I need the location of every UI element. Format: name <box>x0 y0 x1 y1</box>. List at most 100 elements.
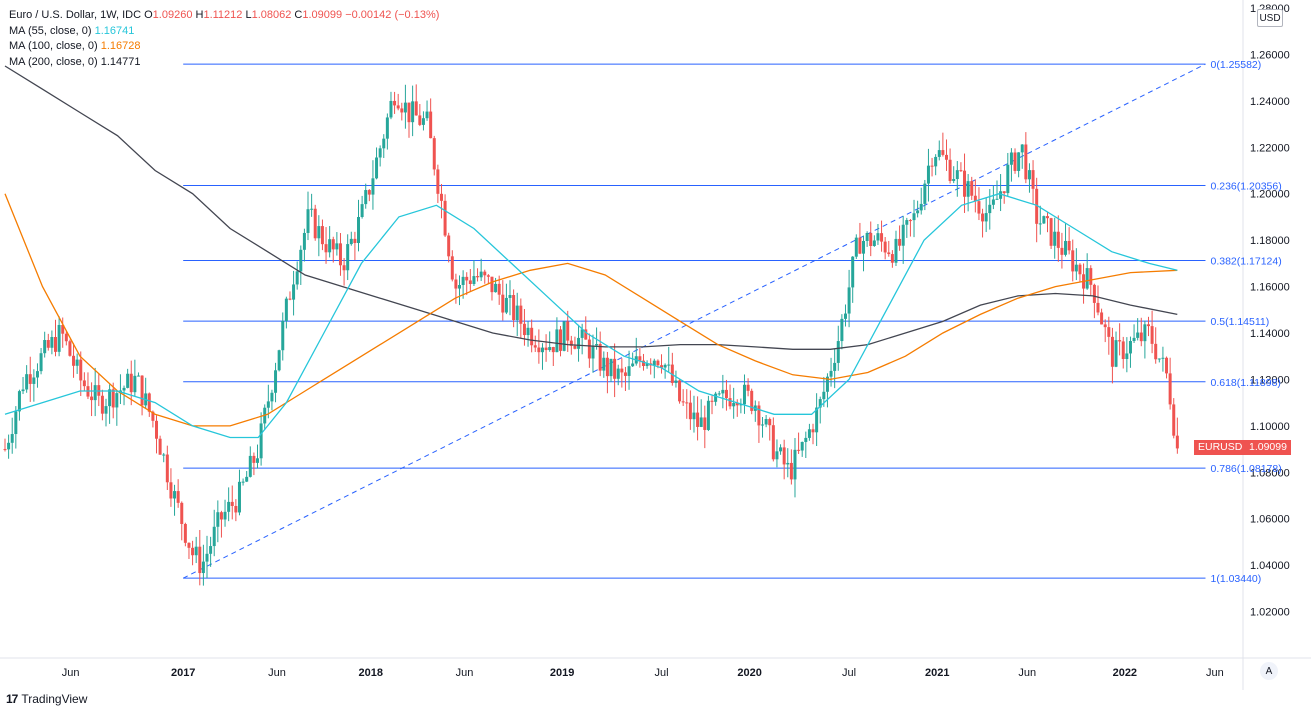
candle-body <box>371 178 375 195</box>
candle-body <box>1009 152 1013 165</box>
candle-body <box>638 356 642 361</box>
candle-body <box>681 401 685 403</box>
candle-body <box>869 233 873 246</box>
candle-body <box>324 244 328 253</box>
candle-body <box>1114 340 1118 367</box>
fib-level-label: 0.382(1.17124) <box>1210 255 1281 267</box>
candle-body <box>981 213 985 222</box>
candle-body <box>501 294 505 313</box>
candle-body <box>714 393 718 402</box>
candle-body <box>742 384 746 405</box>
candle-body <box>815 407 819 433</box>
x-tick-label: 2017 <box>171 667 195 679</box>
candle-body <box>862 240 866 254</box>
candle-body <box>1053 231 1057 246</box>
candle-body <box>504 297 508 313</box>
candle-body <box>21 389 25 392</box>
candle-body <box>919 203 923 211</box>
candle-body <box>631 363 635 367</box>
candle-body <box>191 547 195 556</box>
candle-body <box>1071 250 1075 272</box>
candle-body <box>699 417 703 427</box>
candle-body <box>854 237 858 257</box>
candle-body <box>400 108 404 113</box>
candle-body <box>1017 152 1021 171</box>
high-label: H <box>195 9 204 21</box>
candle-body <box>865 233 869 241</box>
candle-body <box>973 195 977 202</box>
symbol-title: Euro / U.S. Dollar, 1W, IDC <box>9 9 142 21</box>
candle-body <box>122 387 126 391</box>
candle-body <box>252 455 256 463</box>
candle-body <box>443 200 447 236</box>
candle-body <box>580 329 584 338</box>
candle-body <box>147 393 151 412</box>
candle-body <box>966 181 970 197</box>
candle-body <box>876 233 880 241</box>
candle-body <box>894 238 898 263</box>
candle-body <box>577 337 581 349</box>
candle-body <box>1136 332 1140 338</box>
low-value: 1.08062 <box>251 9 292 21</box>
candle-body <box>360 204 364 217</box>
candle-body <box>652 360 656 366</box>
candle-body <box>407 102 411 123</box>
legend-ma55-row[interactable]: MA (55, close, 0) 1.16741 <box>9 24 439 40</box>
candle-body <box>346 244 350 271</box>
candle-body <box>872 240 876 246</box>
candle-body <box>183 523 187 543</box>
candle-body <box>995 198 999 200</box>
price-chart[interactable]: 1.280001.260001.240001.220001.200001.180… <box>0 0 1311 690</box>
candle-body <box>219 512 223 520</box>
candle-body <box>234 505 238 513</box>
candle-body <box>411 101 415 123</box>
candle-body <box>761 424 765 426</box>
candle-body <box>292 284 296 300</box>
candle-body <box>75 359 79 366</box>
candle-body <box>82 380 86 387</box>
x-tick-label: 2019 <box>550 667 574 679</box>
candle-body <box>598 344 602 371</box>
candle-body <box>833 362 837 371</box>
branding-text: TradingView <box>21 692 88 706</box>
candle-body <box>284 298 288 321</box>
candle-body <box>573 345 577 349</box>
candle-body <box>349 238 353 245</box>
candle-body <box>1020 144 1024 153</box>
candle-body <box>930 165 934 167</box>
candle-body <box>1002 191 1006 194</box>
candle-body <box>205 553 209 562</box>
candle-body <box>1165 357 1169 374</box>
candle-body <box>775 451 779 460</box>
candle-body <box>526 327 530 336</box>
candle-body <box>1132 337 1136 341</box>
candle-body <box>735 403 739 406</box>
candle-body <box>382 138 386 149</box>
chart-area[interactable]: 1.280001.260001.240001.220001.200001.180… <box>0 0 1311 690</box>
legend-ma100-row[interactable]: MA (100, close, 0) 1.16728 <box>9 39 439 55</box>
candle-body <box>696 412 700 427</box>
candle-body <box>461 276 465 286</box>
candle-body <box>111 389 115 408</box>
y-tick-label: 1.26000 <box>1250 49 1290 61</box>
currency-button[interactable]: USD <box>1257 9 1283 27</box>
candle-body <box>1121 341 1125 360</box>
branding[interactable]: 17 TradingView <box>6 692 87 706</box>
candle-body <box>584 329 588 340</box>
candle-body <box>212 526 216 547</box>
candle-body <box>1128 340 1132 354</box>
candle-body <box>338 243 342 266</box>
candle-body <box>1042 216 1046 224</box>
candle-body <box>724 389 728 399</box>
candle-body <box>515 305 519 321</box>
auto-scale-button[interactable]: A <box>1260 662 1278 680</box>
candle-body <box>613 358 617 379</box>
candle-body <box>944 154 948 160</box>
legend-ma200-row[interactable]: MA (200, close, 0) 1.14771 <box>9 55 439 71</box>
candle-body <box>851 256 855 288</box>
x-tick-label: Jun <box>1018 667 1036 679</box>
candle-body <box>259 423 263 459</box>
candle-body <box>1027 170 1031 180</box>
fib-level-label: 0.786(1.08178) <box>1210 463 1281 475</box>
candle-body <box>948 159 952 181</box>
